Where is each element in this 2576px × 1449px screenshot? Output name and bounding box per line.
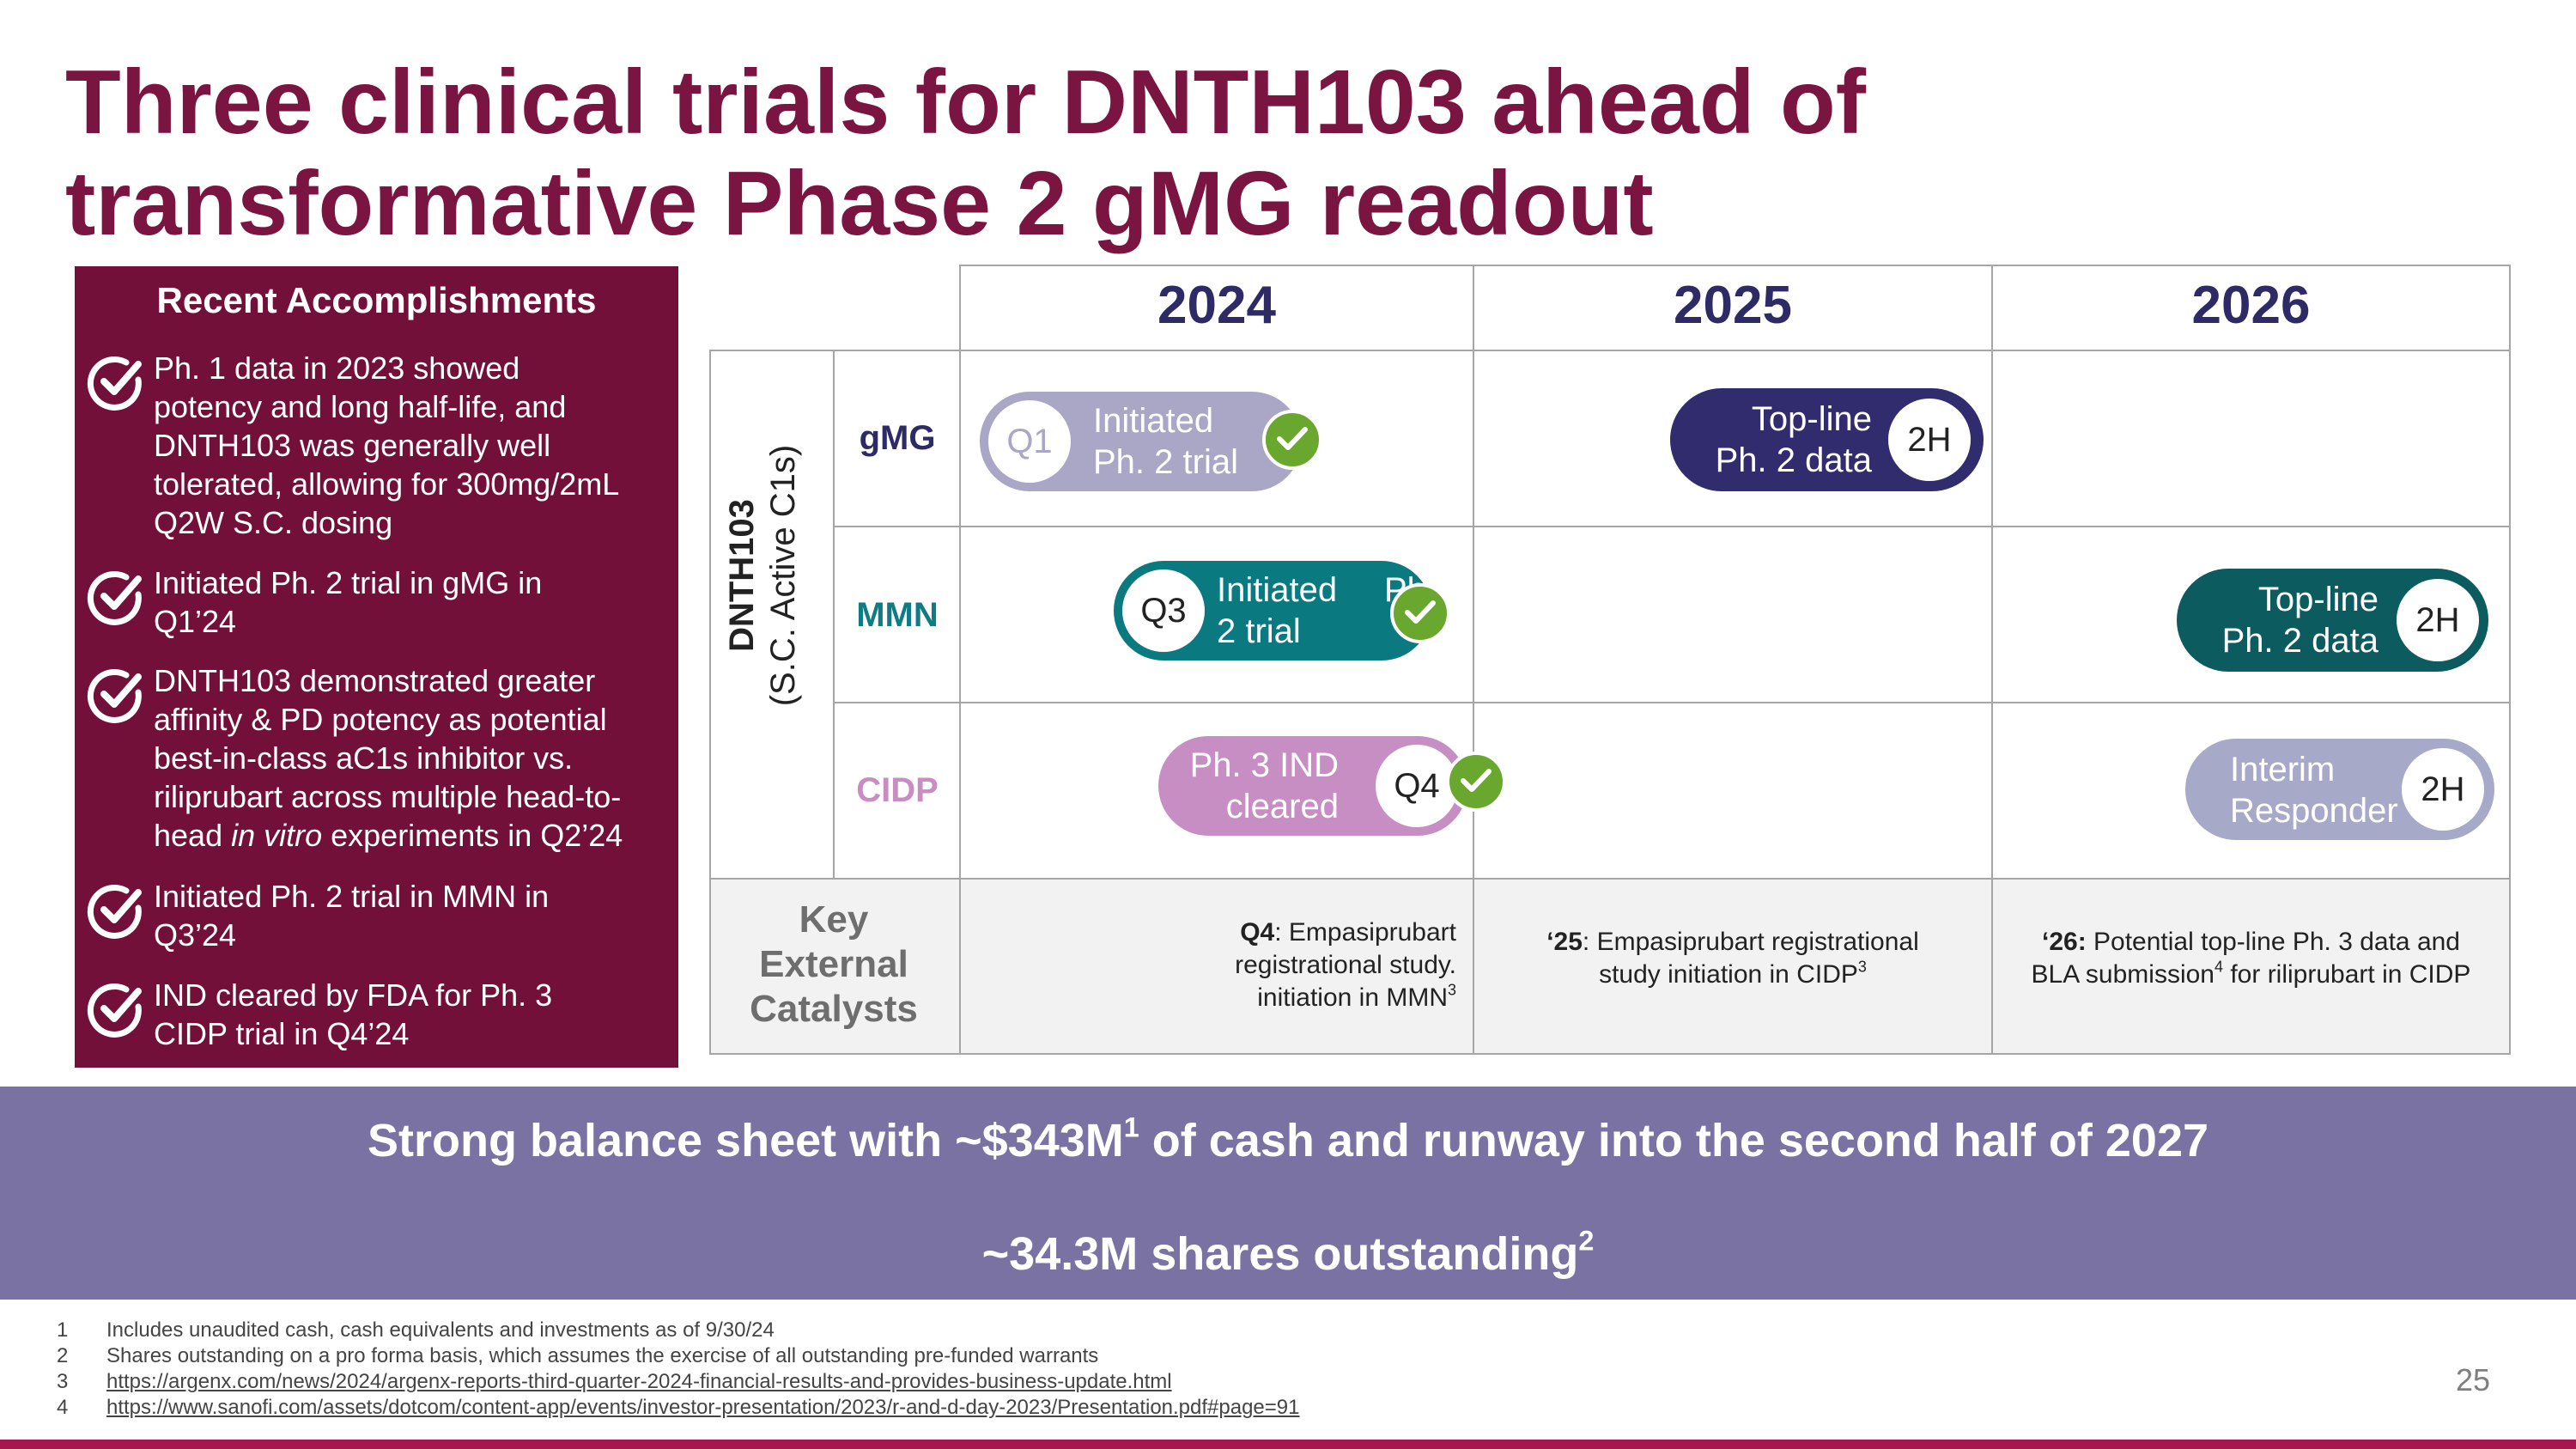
accomplishment-text-line: potency and long half-life, and [154, 389, 567, 424]
footnotes: 1 Includes unaudited cash, cash equivalen… [57, 1318, 1688, 1422]
footnote-link[interactable]: https://argenx.com/news/2024/argenx-repo… [106, 1370, 1172, 1393]
grid-line [1991, 265, 1993, 1055]
banner-cash-line: Strong balance sheet with ~$343M1 of cas… [367, 1111, 2209, 1166]
year-header-2025: 2025 [1674, 276, 1792, 335]
catalysts-label-line: Key [799, 898, 869, 941]
milestone-badge: 2H [1888, 399, 1971, 481]
accomplishment-text-line: Ph. 1 data in 2023 showed [154, 350, 520, 386]
accomplishment-text-line: head in vitro experiments in Q2’24 [154, 818, 623, 853]
footnote-link[interactable]: https://www.sanofi.com/assets/dotcom/con… [106, 1396, 1300, 1419]
milestone-text-line: Top-line [1751, 400, 1872, 438]
grid-line [833, 702, 2511, 703]
check-circle-icon [87, 354, 143, 411]
milestone-text-line: Ph. 2 trial [1093, 443, 1238, 481]
accomplishment-text-line: Q3’24 [154, 917, 237, 953]
grid-line [709, 350, 2511, 351]
milestone-badge: 2H [2402, 748, 2484, 831]
grid-line [709, 350, 711, 1055]
grid-line [709, 878, 2511, 880]
grid-line [2509, 265, 2511, 1055]
milestone-text-line: Responder [2230, 792, 2398, 830]
title-line-1: Three clinical trials for DNTH103 ahead … [65, 52, 1867, 153]
milestone-text-line: cleared [1225, 788, 1339, 825]
accomplishment-text-line: best-in-class aC1s inhibitor vs. [154, 740, 574, 776]
footnote: 4 https://www.sanofi.com/assets/dotcom/co… [57, 1396, 1300, 1419]
milestone-badge: Q4 [1376, 745, 1458, 827]
program-name: DNTH103 [723, 499, 761, 652]
title-line-2: transformative Phase 2 gMG readout [65, 153, 1654, 254]
check-circle-icon [87, 981, 143, 1038]
milestone-badge: 2H [2397, 579, 2479, 661]
program-label: DNTH103 (S.C. Active C1s) [721, 361, 807, 790]
check-circle-icon [87, 667, 143, 723]
catalyst-2026: ‘26: Potential top-line Ph. 3 data and B… [2031, 928, 2471, 989]
program-subtitle: (S.C. Active C1s) [764, 444, 802, 707]
check-circle-icon [87, 882, 143, 939]
row-label-mmn: MMN [856, 596, 939, 634]
milestone-text-line: 2 trial [1217, 612, 1301, 650]
check-icon [1390, 583, 1450, 643]
check-circle-icon [87, 569, 143, 625]
bottom-accent-bar [0, 1440, 2576, 1449]
catalyst-2024: Q4: Empasiprubart registrational study. … [1235, 918, 1456, 1012]
catalysts-row-background [709, 880, 2509, 1053]
banner-shares-line: ~34.3M shares outstanding2 [981, 1225, 1595, 1280]
key-external-catalysts-label: Key External Catalysts [713, 898, 955, 1032]
grid-line [1473, 265, 1474, 1055]
recent-accomplishments-panel: Recent Accomplishments Ph. 1 data in 202… [75, 266, 678, 1068]
milestone-text-line: Ph. 3 IND [1189, 746, 1339, 784]
check-icon [1446, 752, 1506, 812]
accomplishment-text-line: DNTH103 was generally well [154, 428, 551, 463]
milestone-badge: Q1 [988, 400, 1071, 483]
catalysts-label-line: External [759, 943, 908, 985]
milestone-cidp-interim-responder: Interim Responder 2H [2185, 739, 2494, 840]
accomplishment-text-line: riliprubart across multiple head-to- [154, 779, 622, 814]
milestone-badge: Q3 [1122, 569, 1205, 652]
accomplishment-text-line: Q2W S.C. dosing [154, 505, 393, 540]
balance-sheet-banner: Strong balance sheet with ~$343M1 of cas… [0, 1087, 2576, 1300]
milestone-gmg-topline-data: Top-line Ph. 2 data 2H [1670, 388, 1984, 491]
footnote: 1 Includes unaudited cash, cash equivalen… [57, 1318, 775, 1342]
accomplishment-text-line: Initiated Ph. 2 trial in MMN in [154, 879, 550, 914]
accomplishment-text-line: CIDP trial in Q4’24 [154, 1016, 410, 1051]
catalyst-2025: ‘25: Empasiprubart registrational study … [1546, 928, 1919, 989]
year-header-2026: 2026 [2191, 276, 2311, 335]
footnote: 2 Shares outstanding on a pro forma basis… [57, 1344, 1099, 1367]
milestone-gmg-phase2-initiated: Q1 Initiated Ph. 2 trial [980, 392, 1302, 491]
accomplishment-text-line: affinity & PD potency as potential [154, 702, 607, 737]
grid-line [833, 350, 835, 880]
grid-line [959, 265, 2511, 266]
accomplishment-text-line: Initiated Ph. 2 trial in gMG in [154, 565, 543, 600]
accomplishment-text-line: DNTH103 demonstrated greater [154, 663, 596, 698]
row-label-cidp: CIDP [856, 771, 939, 809]
milestone-mmn-topline-data: Top-line Ph. 2 data 2H [2177, 569, 2488, 672]
milestone-text-line: Ph. 2 data [1715, 441, 1872, 479]
milestone-cidp-ind-cleared: Ph. 3 IND cleared Q4 [1158, 736, 1467, 836]
check-icon [1262, 410, 1322, 470]
accomplishment-text-line: Q1’24 [154, 604, 237, 639]
milestone-text-line: Initiated [1093, 402, 1214, 440]
milestone-text-line: Top-line [2257, 581, 2379, 618]
accomplishment-text-line: IND cleared by FDA for Ph. 3 [154, 977, 553, 1013]
grid-line [833, 526, 2511, 527]
year-header-2024: 2024 [1157, 276, 1276, 335]
slide-title: Three clinical trials for DNTH103 ahead … [65, 52, 2126, 254]
footnote: 3 https://argenx.com/news/2024/argenx-rep… [57, 1370, 1172, 1393]
milestone-text-line: Ph. 2 data [2221, 622, 2379, 660]
row-label-gmg: gMG [859, 419, 936, 457]
grid-line [959, 265, 961, 1055]
accomplishments-heading: Recent Accomplishments [156, 280, 597, 320]
catalysts-label-line: Catalysts [750, 988, 918, 1030]
grid-line [709, 1053, 2511, 1055]
page-number: 25 [2456, 1362, 2491, 1397]
accomplishment-text-line: tolerated, allowing for 300mg/2mL [154, 466, 620, 502]
milestone-text-line: Interim [2230, 751, 2336, 788]
